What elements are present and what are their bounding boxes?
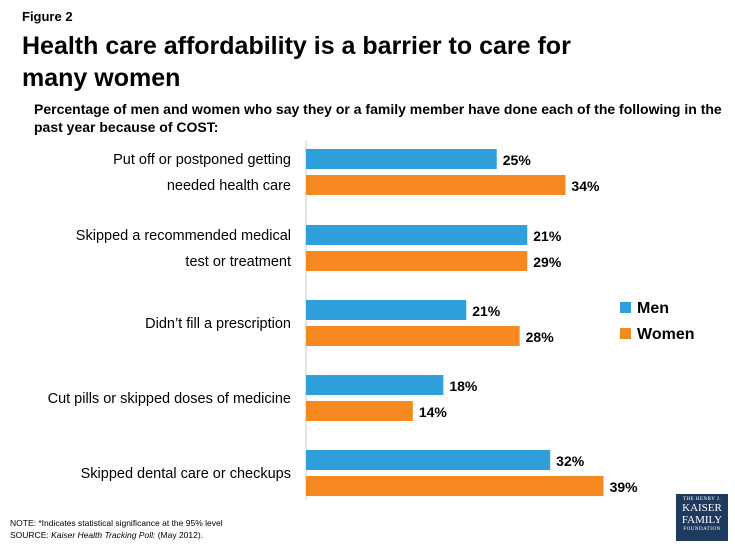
value-label-men-5: 32% bbox=[556, 453, 585, 469]
category-label-4: Cut pills or skipped doses of medicine bbox=[48, 391, 291, 407]
chart-title: Health care affordability is a barrier t… bbox=[22, 32, 571, 92]
value-label-women-2: 29% bbox=[533, 254, 562, 270]
bar-men-5 bbox=[306, 450, 551, 470]
legend-label-men: Men bbox=[637, 300, 669, 317]
source-title: Kaiser Health Tracking Poll: bbox=[51, 530, 156, 540]
value-label-women-5: 39% bbox=[610, 479, 639, 495]
logo-line-1: THE HENRY J. bbox=[682, 497, 722, 502]
logo-line-2: KAISER bbox=[682, 502, 722, 514]
value-label-men-1: 25% bbox=[503, 152, 532, 168]
category-label-5: Skipped dental care or checkups bbox=[81, 466, 291, 482]
legend-swatch-men bbox=[620, 302, 631, 313]
source-text: SOURCE: Kaiser Health Tracking Poll: (Ma… bbox=[10, 529, 223, 541]
kff-logo: THE HENRY J. KAISER FAMILY FOUNDATION bbox=[676, 494, 728, 541]
bar-women-3 bbox=[306, 326, 520, 346]
figure-label: Figure 2 bbox=[22, 9, 73, 24]
value-label-men-3: 21% bbox=[472, 303, 501, 319]
category-labels: Put off or postponed getting needed healt… bbox=[48, 152, 291, 482]
bar-women-1 bbox=[306, 175, 566, 195]
legend: Men Women bbox=[620, 300, 694, 343]
value-label-women-3: 28% bbox=[526, 329, 555, 345]
category-label-1-line-1: Put off or postponed getting bbox=[113, 152, 291, 168]
category-label-2-line-1: Skipped a recommended medical bbox=[76, 228, 291, 244]
bar-women-5 bbox=[306, 476, 604, 496]
footnote: NOTE: *Indicates statistical significanc… bbox=[10, 517, 223, 541]
bar-women-4 bbox=[306, 401, 413, 421]
value-label-women-4: 14% bbox=[419, 404, 448, 420]
logo-line-4: FOUNDATION bbox=[683, 527, 721, 532]
source-prefix: SOURCE: bbox=[10, 530, 52, 540]
bars bbox=[306, 149, 604, 496]
bar-men-1 bbox=[306, 149, 497, 169]
value-label-men-2: 21% bbox=[533, 228, 562, 244]
legend-swatch-women bbox=[620, 328, 631, 339]
bar-women-2 bbox=[306, 251, 528, 271]
logo-line-3: FAMILY bbox=[681, 514, 723, 526]
bar-men-2 bbox=[306, 225, 528, 245]
bar-men-3 bbox=[306, 300, 467, 320]
value-label-men-4: 18% bbox=[449, 378, 478, 394]
chart-subtitle: Percentage of men and women who say they… bbox=[34, 101, 722, 135]
category-label-3: Didn’t fill a prescription bbox=[145, 316, 291, 332]
bar-men-4 bbox=[306, 375, 444, 395]
value-label-women-1: 34% bbox=[571, 178, 600, 194]
value-labels: 25% 21% 21% 18% 32% 34% 29% 28% 14% 39% bbox=[419, 152, 638, 495]
legend-label-women: Women bbox=[637, 326, 694, 343]
note-text: NOTE: *Indicates statistical significanc… bbox=[10, 518, 223, 528]
source-suffix: (May 2012). bbox=[155, 530, 204, 540]
category-label-1-line-2: needed health care bbox=[167, 178, 291, 194]
category-label-2-line-2: test or treatment bbox=[185, 254, 291, 270]
